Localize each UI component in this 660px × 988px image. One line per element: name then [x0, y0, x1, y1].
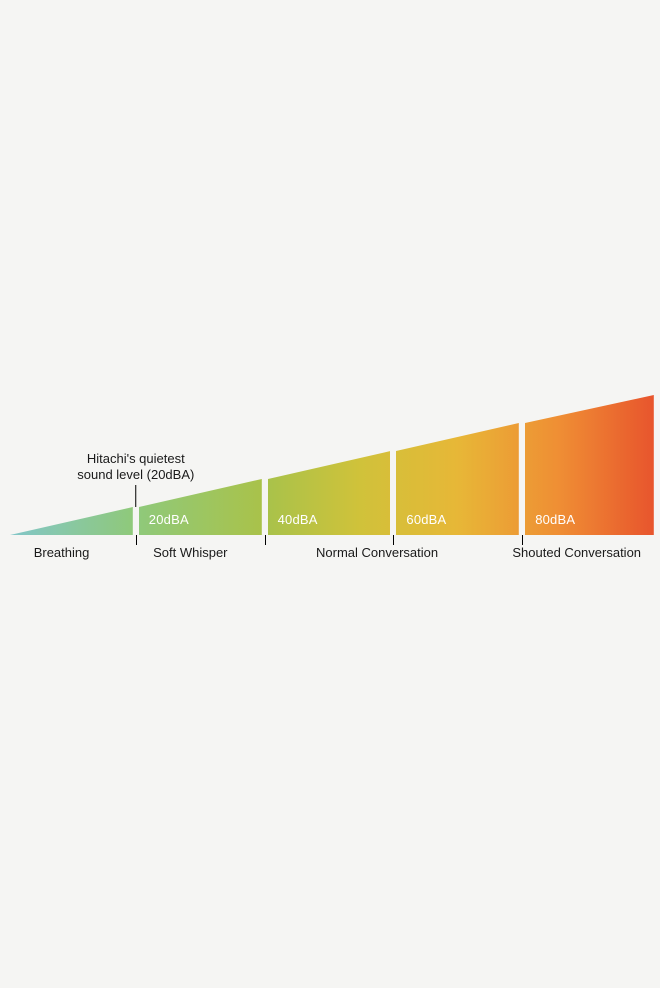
wedge-segment: 20dBA [139, 479, 262, 535]
wedge-segment: 60dBA [396, 423, 519, 535]
axis-tick [522, 535, 523, 545]
db-label: 60dBA [406, 512, 446, 527]
db-label: 20dBA [149, 512, 189, 527]
axis-tick [136, 535, 137, 545]
example-label: Breathing [34, 545, 90, 560]
callout-tick [135, 485, 137, 507]
axis-tick [393, 535, 394, 545]
sound-level-infographic: 20dBA40dBA60dBA80dBABreathingSoft Whispe… [0, 395, 660, 535]
example-label: Shouted Conversation [512, 545, 641, 560]
callout-text: Hitachi's quietestsound level (20dBA) [77, 451, 194, 484]
example-label: Soft Whisper [153, 545, 227, 560]
wedge-area: 20dBA40dBA60dBA80dBABreathingSoft Whispe… [10, 395, 654, 535]
wedge-segment [10, 507, 133, 535]
wedge-segment: 40dBA [268, 451, 391, 535]
example-label: Normal Conversation [316, 545, 438, 560]
axis-tick [265, 535, 266, 545]
wedge-segment: 80dBA [525, 395, 654, 535]
db-label: 80dBA [535, 512, 575, 527]
db-label: 40dBA [278, 512, 318, 527]
